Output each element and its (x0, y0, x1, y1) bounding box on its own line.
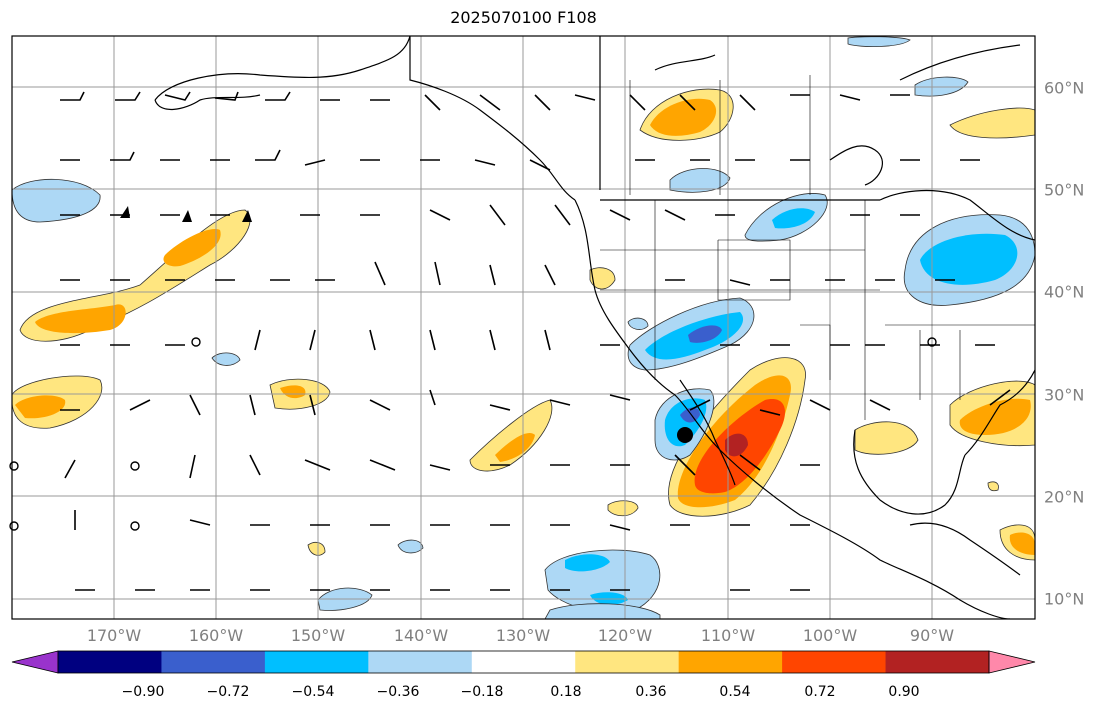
colorbar-segment (368, 651, 473, 673)
colorbar-under-triangle (11, 650, 59, 674)
colorbar-frame (57, 650, 990, 674)
lon-label: 100°W (802, 626, 858, 645)
lat-label: 30°N (1044, 385, 1085, 405)
colorbar-label: −0.72 (206, 684, 250, 700)
colorbar-segment (471, 651, 576, 673)
lat-label: 10°N (1044, 589, 1085, 609)
state-borders (600, 75, 1035, 420)
lon-label: 90°W (909, 626, 955, 645)
colorbar-label: −0.36 (376, 684, 420, 700)
colorbar-segment (161, 651, 266, 673)
colorbar-label: 0.36 (635, 684, 667, 700)
coastlines (154, 36, 1035, 619)
lat-label: 50°N (1044, 180, 1085, 200)
colorbar-label: −0.18 (460, 684, 504, 700)
colorbar-label: 0.18 (550, 684, 582, 700)
lat-label: 60°N (1044, 78, 1085, 98)
colorbar-label: 0.90 (888, 684, 920, 700)
calm-circles (9, 337, 937, 531)
lat-label: 40°N (1044, 282, 1085, 302)
location-marker (677, 427, 693, 443)
map-frame (11, 35, 1036, 620)
lon-label: 110°W (700, 626, 756, 645)
wind-barbs (60, 91, 1011, 591)
graticule (12, 36, 1035, 619)
colorbar-label: −0.90 (121, 684, 165, 700)
colorbar-segment (58, 651, 162, 673)
colorbar-segment (885, 651, 990, 673)
shaded-field (12, 36, 1035, 619)
colorbar-label: 0.54 (719, 684, 751, 700)
colorbar-segment (575, 651, 680, 673)
colorbar-label: 0.72 (804, 684, 836, 700)
colorbar (11, 650, 1036, 674)
lon-label: 160°W (188, 626, 244, 645)
colorbar-over-triangle (988, 650, 1036, 674)
lon-label: 130°W (495, 626, 551, 645)
colorbar-label: −0.54 (291, 684, 335, 700)
lon-label: 150°W (290, 626, 346, 645)
lon-label: 170°W (86, 626, 142, 645)
colorbar-segment (782, 651, 887, 673)
lat-label: 20°N (1044, 487, 1085, 507)
chart-title: 2025070100 F108 (450, 8, 597, 27)
colorbar-segment (678, 651, 783, 673)
barb-flags (120, 206, 252, 222)
colorbar-segment (264, 651, 369, 673)
lon-label: 140°W (393, 626, 449, 645)
lon-label: 120°W (597, 626, 653, 645)
